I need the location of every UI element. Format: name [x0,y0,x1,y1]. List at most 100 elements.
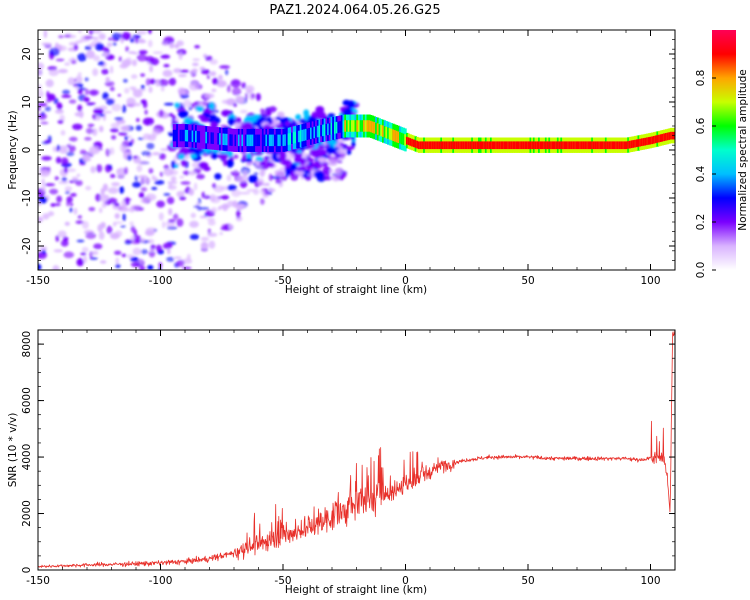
ridge-core [294,131,297,144]
noise-blob [75,220,84,224]
ridge-core [668,132,671,140]
noise-blob [133,229,138,238]
noise-blob [230,79,241,88]
ridge-core [484,141,488,150]
ridge-core [255,134,258,147]
noise-blob [110,122,121,129]
noise-blob [123,166,128,175]
noise-blob [89,251,93,259]
noise-blob [108,164,113,169]
noise-blob [38,103,48,107]
ridge-core [457,141,460,150]
ridge-core [339,121,342,133]
noise-blob [266,116,273,124]
noise-blob [244,92,249,101]
noise-blob [125,197,130,206]
ridge-core [335,121,338,134]
noise-blob [145,227,157,234]
noise-blob [200,236,210,242]
ridge-core [577,141,580,150]
ridge-core [608,141,611,150]
ridge-core [224,133,227,146]
noise-blob [257,178,265,186]
ridge-core [265,134,268,147]
noise-blob [336,148,347,154]
y-tick-label: 4000 [21,444,33,471]
ridge-core [500,141,503,150]
noise-blob [50,203,56,207]
noise-blob [77,215,83,219]
noise-blob [179,69,190,73]
ridge-core [603,141,606,150]
ridge-core [323,124,326,136]
noise-blob [200,241,209,250]
noise-blob [58,68,68,74]
ridge-core [435,141,438,150]
noise-blob [201,191,205,199]
y-tick-label: 2000 [21,500,33,527]
noise-blob [43,30,48,39]
ridge-core [543,141,546,150]
ridge-core [431,141,434,150]
noise-blob [209,59,218,65]
noise-blob [49,188,59,195]
colorbar-tick-label: 0.2 [695,214,707,231]
ridge-core [507,141,510,150]
noise-blob [183,99,191,108]
noise-blob [268,188,276,193]
noise-blob [41,111,45,117]
x-tick-label: 100 [640,275,660,287]
ridge-core [647,137,650,145]
ridge-core [591,141,594,150]
noise-blob [61,94,72,98]
noise-blob [41,178,45,186]
ridge-core [613,141,616,150]
noise-blob [76,173,80,177]
noise-blob [179,196,187,201]
noise-blob [84,45,92,51]
x-tick-label: -100 [149,275,173,287]
noise-blob [176,190,185,198]
ridge-core [277,134,280,147]
noise-blob [245,85,255,93]
noise-blob [188,83,199,91]
band-blob [188,146,196,152]
noise-blob [84,77,89,82]
noise-blob [75,40,83,44]
noise-blob [97,61,105,66]
ridge-core [663,133,666,142]
noise-blob [107,187,119,194]
noise-blob [80,252,87,256]
ridge-core [177,129,181,142]
noise-blob [268,154,272,158]
ridge-core [200,131,203,143]
noise-blob [114,202,120,207]
ridge-core [659,134,662,142]
noise-blob [274,121,280,125]
noise-blob [92,68,99,77]
noise-blob [105,98,115,106]
noise-blob [159,171,164,177]
ridge-core [174,129,177,142]
noise-blob [261,183,270,186]
ridge-core [635,139,638,148]
noise-blob [95,193,102,202]
ridge-core [529,141,532,150]
noise-blob [225,98,237,106]
noise-blob [206,74,210,80]
noise-blob [75,75,83,84]
ridge-core [356,120,359,132]
noise-blob [65,151,75,157]
noise-blob [45,79,54,88]
noise-blob [81,246,89,253]
noise-blob [41,156,52,161]
ridge-core [586,141,589,150]
noise-blob [130,261,140,268]
y-tick-label: 10 [21,95,33,108]
ridge-core [402,133,405,145]
noise-blob [201,69,210,75]
ridge-core [395,130,398,143]
noise-blob [100,222,106,229]
noise-blob [160,86,165,92]
